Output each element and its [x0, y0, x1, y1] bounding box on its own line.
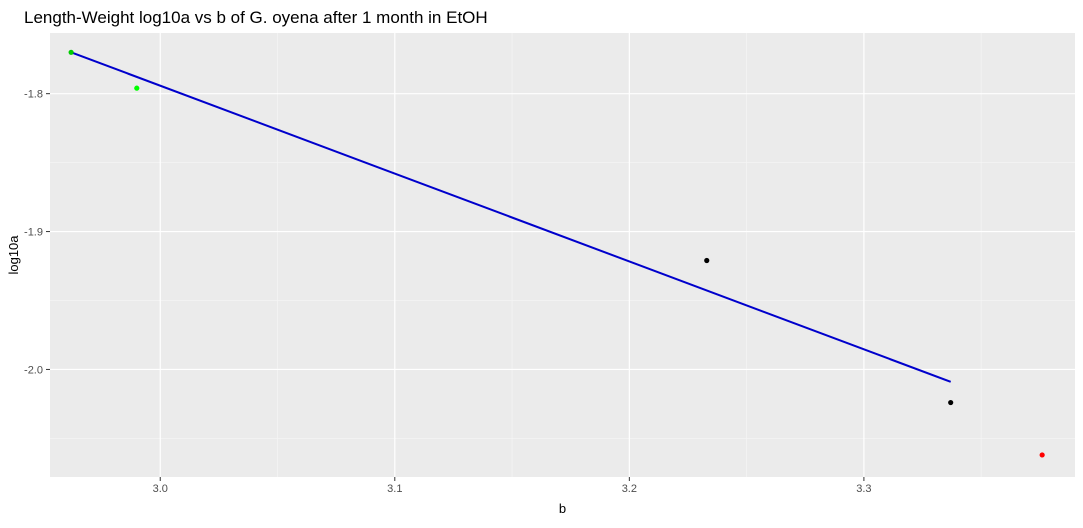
plot-panel: [50, 33, 1075, 477]
major-gridlines: [50, 33, 1075, 477]
y-axis-ticks: -1.8 -1.9 -2.0: [24, 89, 50, 376]
data-points: [68, 49, 1045, 458]
minor-gridlines: [50, 33, 1075, 477]
chart-title: Length-Weight log10a vs b of G. oyena af…: [24, 8, 488, 27]
y-axis-label: log10a: [6, 235, 21, 275]
data-point: [68, 49, 74, 55]
x-tick-label: 3.2: [622, 483, 637, 495]
data-point: [134, 85, 140, 91]
x-tick-label: 3.3: [856, 483, 871, 495]
x-axis-label: b: [559, 501, 566, 516]
x-tick-label: 3.1: [387, 483, 402, 495]
fit-line-group: [70, 51, 952, 383]
data-point: [704, 257, 710, 264]
regression-line: [70, 51, 952, 383]
x-tick-label: 3.0: [153, 483, 168, 495]
y-tick-label: -1.8: [24, 89, 43, 101]
y-tick-label: -1.9: [24, 227, 43, 239]
data-point: [1039, 452, 1045, 458]
y-tick-label: -2.0: [24, 364, 43, 376]
data-point: [948, 399, 954, 406]
x-axis-ticks: 3.0 3.1 3.2 3.3: [153, 477, 872, 495]
